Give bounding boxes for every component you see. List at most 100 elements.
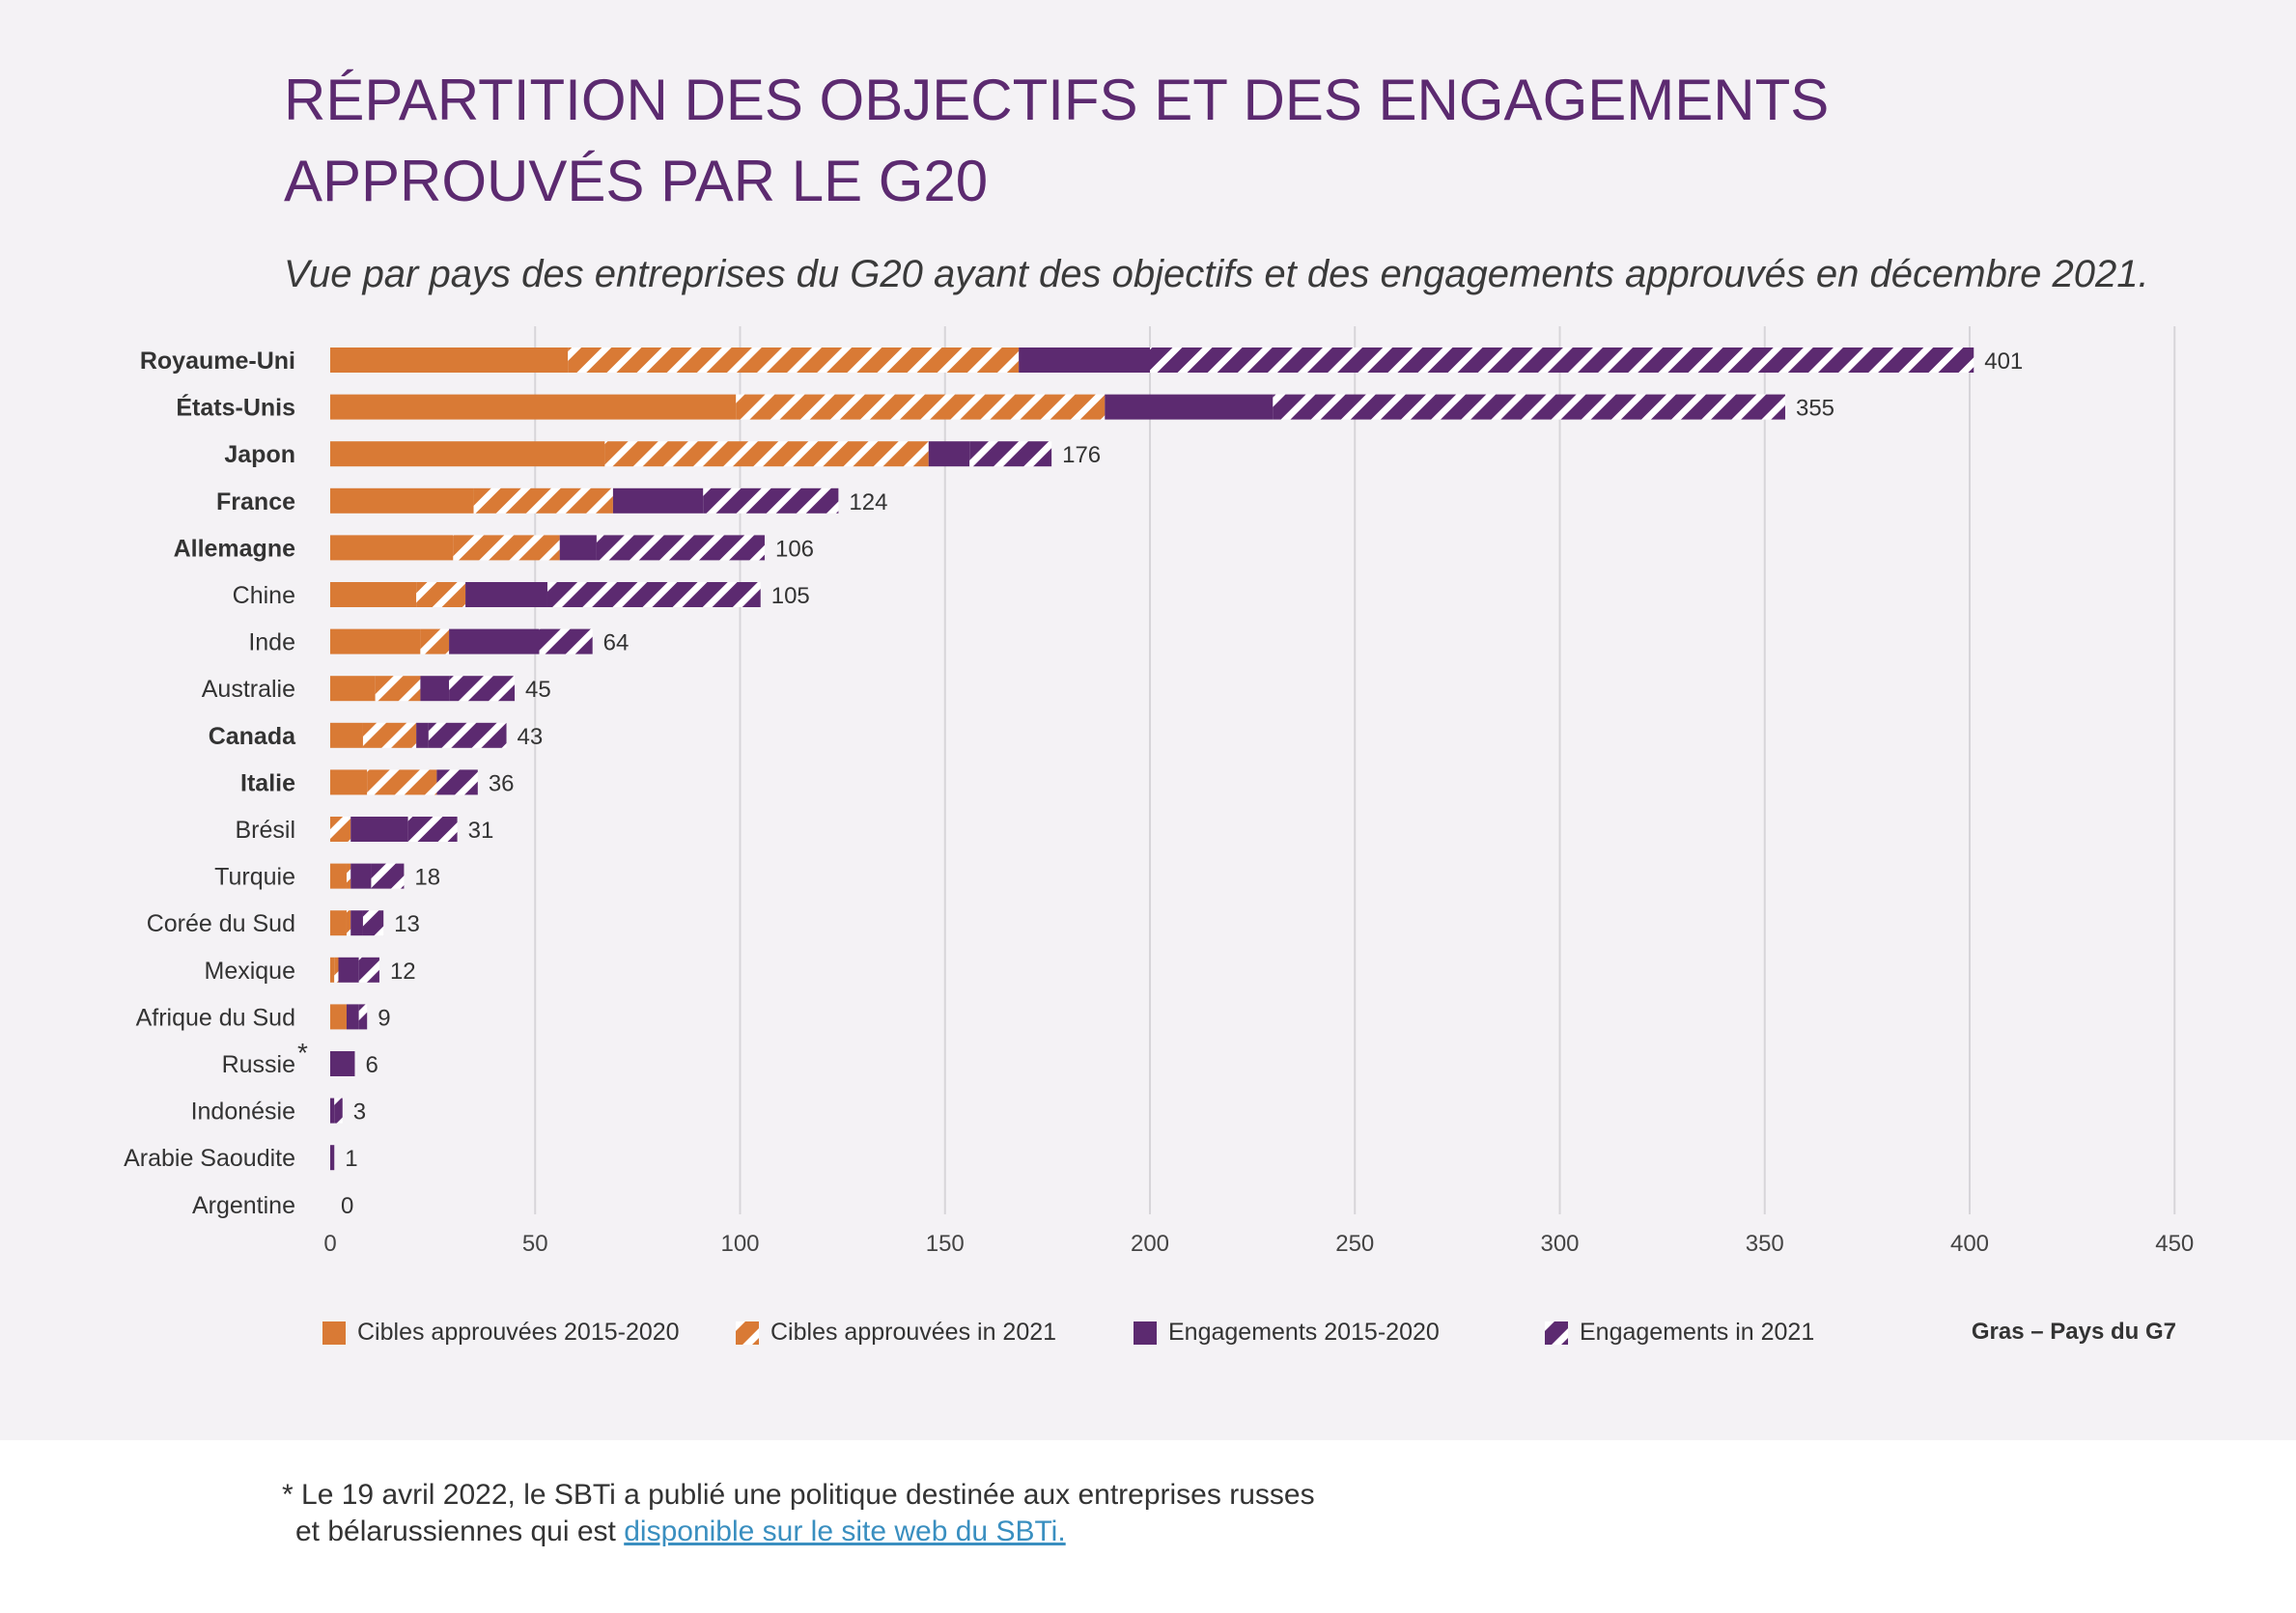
total-value-label: 12 [390, 959, 416, 985]
chart-legend: Cibles approuvées 2015-2020 Cibles appro… [322, 1319, 2186, 1357]
x-tick-label: 200 [1131, 1231, 1169, 1257]
x-tick-label: 150 [926, 1231, 965, 1257]
bar-segment [1273, 394, 1785, 420]
x-tick-label: 100 [720, 1231, 759, 1257]
category-label: Inde [248, 629, 295, 656]
bar-segment [330, 1145, 335, 1171]
bar-segment [1150, 348, 1974, 373]
category-label: Arabie Saoudite [124, 1145, 295, 1172]
category-label: Canada [209, 723, 296, 750]
legend-item-commitments-2021: Engagements in 2021 [1545, 1319, 1814, 1347]
total-value-label: 36 [489, 770, 515, 796]
sbti-website-link[interactable]: disponible sur le site web du SBTi. [624, 1516, 1066, 1547]
bar-segment [338, 957, 359, 983]
bar-segment [375, 676, 421, 702]
bar-segment [330, 769, 368, 795]
bar-segment [330, 628, 421, 654]
bar-segment [346, 1004, 359, 1030]
total-value-label: 13 [394, 911, 420, 937]
footnote-line-1: * Le 19 avril 2022, le SBTi a publié une… [282, 1477, 1730, 1514]
bar-segment [546, 582, 761, 607]
bar-segment [350, 863, 372, 889]
legend-label: Cibles approuvées 2015-2020 [357, 1319, 680, 1346]
bar-segment [407, 817, 458, 842]
footnote-text-1: Le 19 avril 2022, le SBTi a publié une p… [301, 1479, 1315, 1511]
total-value-label: 9 [378, 1005, 390, 1031]
bar-segment [330, 817, 351, 842]
bar-segment [465, 582, 547, 607]
bar-segment [346, 910, 351, 936]
category-label: Russie [222, 1051, 295, 1078]
total-value-label: 106 [775, 536, 814, 562]
g7-bold-note: Gras – Pays du G7 [1971, 1319, 2176, 1345]
footnote-line-2: et bélarussiennes qui est disponible sur… [282, 1514, 1730, 1550]
chart-subtitle: Vue par pays des entreprises du G20 ayan… [284, 253, 2149, 295]
footnote-marker: * [282, 1479, 294, 1511]
category-label: États-Unis [176, 394, 295, 422]
total-value-label: 31 [468, 818, 494, 844]
bar-segment [330, 487, 474, 514]
bar-segment [428, 722, 507, 748]
bar-segment [928, 441, 970, 467]
total-value-label: 43 [518, 724, 544, 750]
bar-segment [350, 910, 363, 936]
category-label: Mexique [205, 958, 296, 985]
bar-segment [334, 1098, 343, 1124]
total-value-label: 45 [525, 677, 551, 703]
category-label: Indonésie [191, 1099, 295, 1126]
bar-segment [358, 957, 379, 983]
bar-segment [449, 628, 540, 654]
bar-segment [330, 535, 454, 561]
total-value-label: 176 [1062, 442, 1101, 468]
bar-segment [436, 769, 478, 795]
bar-segment [371, 863, 405, 889]
total-value-label: 0 [341, 1193, 353, 1219]
total-value-label: 64 [603, 630, 630, 656]
total-value-label: 18 [414, 865, 440, 891]
page-title: RÉPARTITION DES OBJECTIFS ET DES ENGAGEM… [284, 60, 2022, 222]
bar-segment [449, 676, 516, 702]
bar-segment [416, 722, 429, 748]
bar-segment [330, 676, 376, 702]
category-label: Argentine [192, 1192, 295, 1219]
total-value-label: 6 [365, 1052, 378, 1078]
category-label: Italie [240, 769, 295, 796]
total-value-label: 355 [1796, 396, 1834, 422]
category-label: Royaume-Uni [140, 348, 295, 375]
bar-segment [330, 1098, 335, 1124]
category-label: Corée du Sud [147, 910, 295, 937]
bars [330, 348, 1974, 1171]
category-label: Turquie [214, 864, 295, 891]
category-label: Australie [202, 676, 295, 703]
x-tick-label: 300 [1540, 1231, 1579, 1257]
bar-segment [568, 348, 1020, 373]
category-label: Japon [224, 441, 295, 468]
x-tick-label: 0 [323, 1231, 336, 1257]
bar-segment [736, 394, 1106, 420]
legend-item-targets-2015-2020: Cibles approuvées 2015-2020 [322, 1319, 680, 1347]
chart-panel: RÉPARTITION DES OBJECTIFS ET DES ENGAGEM… [0, 0, 2296, 1440]
category-label: Brésil [235, 817, 295, 844]
bar-segment [330, 348, 569, 373]
asterisk-marker: * [297, 1038, 308, 1068]
bar-segment [330, 441, 605, 467]
bar-segment [559, 535, 597, 561]
legend-label: Cibles approuvées in 2021 [770, 1319, 1057, 1346]
legend-swatch-orange-solid [322, 1321, 346, 1345]
legend-label: Engagements in 2021 [1580, 1319, 1815, 1346]
x-tick-label: 350 [1746, 1231, 1784, 1257]
bar-segment [473, 487, 613, 514]
legend-swatch-purple-hatched [1545, 1321, 1568, 1345]
title-line-1: RÉPARTITION DES OBJECTIFS ET DES ENGAGEM… [284, 68, 1830, 132]
bar-segment [350, 817, 408, 842]
bar-segment [604, 441, 929, 467]
bar-segment [330, 582, 417, 607]
bar-segment [334, 957, 339, 983]
legend-swatch-purple-solid [1134, 1321, 1157, 1345]
legend-item-targets-2021: Cibles approuvées in 2021 [736, 1319, 1056, 1347]
legend-item-commitments-2015-2020: Engagements 2015-2020 [1134, 1319, 1440, 1347]
bar-segment [362, 722, 417, 748]
bar-segment [330, 863, 347, 889]
bar-segment [969, 441, 1052, 467]
